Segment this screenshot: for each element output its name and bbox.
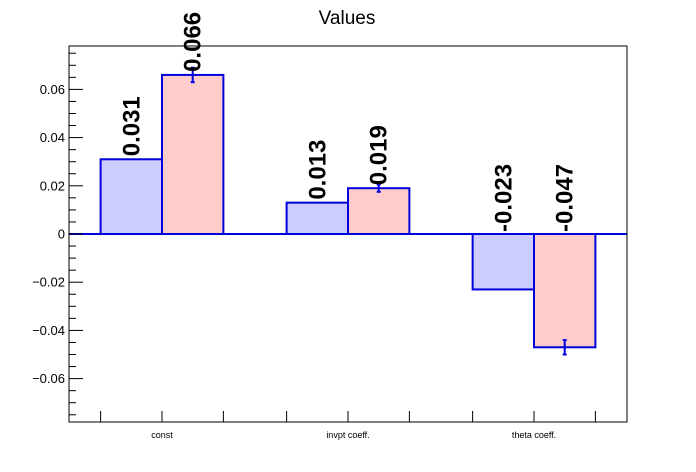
bar-1-0 [285,201,349,235]
data-label-2-1: -0.047 [552,164,579,232]
data-label-1-0: 0.013 [304,140,331,200]
bar-0-1 [161,73,225,235]
chart-title: Values [319,8,376,29]
data-label-0-0: 0.031 [118,96,145,156]
y-tick-label-4: 0.02 [40,178,65,193]
bars-layer [99,66,597,356]
y-tick-label-1: −0.04 [32,323,65,338]
y-tick-label-5: 0.04 [40,130,65,145]
y-tick-label-3: 0 [58,227,65,242]
data-label-2-0: -0.023 [490,164,517,232]
x-category-label-0: const [151,430,173,440]
labels-layer: 0.031 0.066 const 0.013 0.019 invpt coeff. -0.… [118,12,578,440]
y-tick-label-6: 0.06 [40,82,65,97]
data-label-0-1: 0.066 [180,12,207,72]
y-tick-label-0: −0.06 [32,371,65,386]
bar-2-1 [533,233,597,349]
bar-2-0 [471,233,535,291]
x-category-label-1: invpt coeff. [326,430,369,440]
data-label-1-1: 0.019 [366,125,393,185]
bar-0-0 [99,158,164,235]
x-category-label-2: theta coeff. [512,430,556,440]
y-tick-label-2: −0.02 [32,275,65,290]
axes-layer: −0.06 −0.04 −0.02 0 0.02 0.04 0.06 [32,45,628,423]
bar-1-1 [347,187,411,236]
